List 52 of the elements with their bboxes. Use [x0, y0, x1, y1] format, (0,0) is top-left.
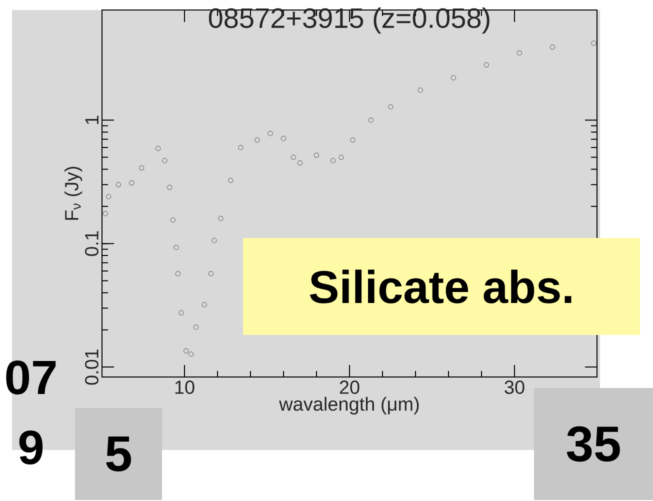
point [368, 118, 374, 123]
y-axis-title: F$_{ν}$ (Jy) [64, 166, 82, 220]
point [129, 180, 134, 186]
point [194, 324, 199, 330]
point [167, 184, 172, 190]
point [106, 194, 112, 200]
point [254, 137, 260, 143]
point [450, 75, 456, 80]
x-tick-label: 10 [175, 380, 194, 394]
point [170, 218, 176, 223]
text: 9 [19, 430, 43, 464]
point [228, 178, 234, 183]
point [484, 62, 490, 68]
point [290, 154, 296, 160]
point [188, 352, 194, 357]
point [418, 88, 424, 93]
point [338, 154, 344, 160]
x-tick-label: 20 [340, 380, 360, 394]
point [184, 348, 189, 354]
y-tick-label: 0.01 [85, 349, 98, 385]
point [330, 158, 336, 164]
x-axis-title: wavalength (μm) [279, 396, 419, 415]
point [268, 130, 273, 136]
point [280, 136, 286, 142]
point [218, 216, 224, 221]
point [388, 104, 394, 110]
point [102, 211, 108, 216]
point [297, 160, 303, 166]
point [162, 158, 168, 164]
point [202, 302, 207, 308]
point [314, 152, 320, 158]
point [591, 40, 596, 46]
text: 07 [6, 360, 56, 394]
point [116, 182, 122, 188]
y-tick-label: 0.1 [85, 231, 98, 256]
point [208, 271, 214, 276]
point [516, 50, 522, 56]
point [238, 144, 244, 150]
point [350, 137, 356, 143]
point [212, 238, 217, 243]
point [178, 310, 184, 316]
chart-title: 08572+3915 (z=0.058) [208, 8, 490, 34]
text: 35 [566, 426, 620, 462]
x-tick-label: 30 [504, 380, 524, 394]
point [550, 44, 556, 50]
point [156, 146, 161, 151]
point [175, 271, 180, 276]
annotation: Silicate abs. [310, 270, 572, 304]
y-tick-label: 1 [85, 116, 98, 124]
text: 5 [106, 436, 132, 472]
point [139, 165, 144, 170]
point [174, 244, 179, 250]
